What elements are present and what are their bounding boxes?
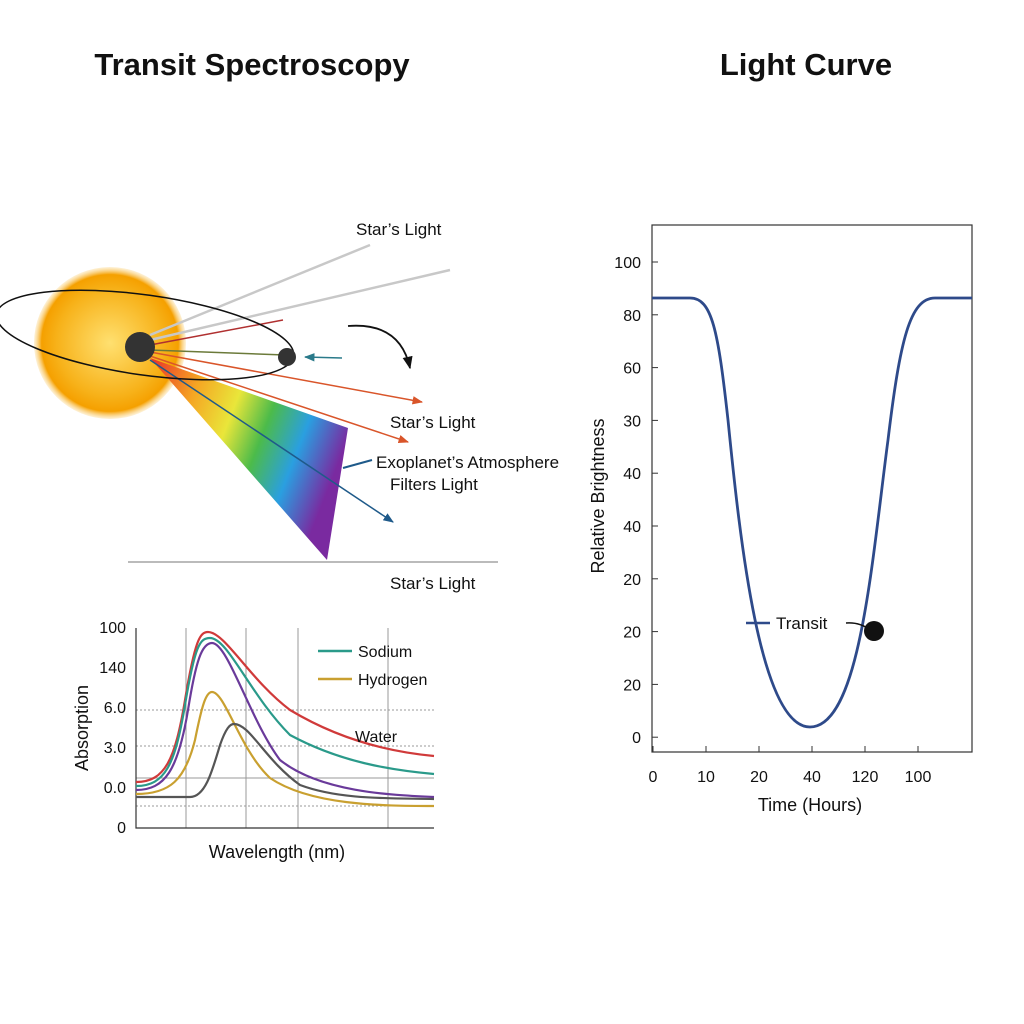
- y-tick-label: 0: [632, 730, 641, 747]
- annotation: Transit: [776, 614, 828, 633]
- curve: [135, 641, 435, 799]
- y-tick-label: 20: [623, 572, 641, 589]
- pointer: [342, 459, 373, 469]
- x-tick-label: 10: [697, 769, 715, 786]
- light-ray: [149, 355, 409, 443]
- y-tick-label: 100: [99, 620, 126, 637]
- legend-label: Hydrogen: [358, 672, 427, 689]
- curve: [136, 722, 435, 801]
- y-axis-label: Absorption: [72, 685, 92, 771]
- y-tick-label: 0.0: [104, 780, 126, 797]
- spectrum-chart: Sodium Hydrogen Water Wavelength (nm) Ab…: [72, 620, 435, 862]
- label: Star’s Light: [390, 574, 476, 593]
- spectrum-prism: [150, 358, 348, 560]
- y-axis-label: Relative Brightness: [588, 418, 608, 573]
- y-tick-label: 30: [623, 413, 641, 430]
- label: Exoplanet’s Atmosphere: [376, 453, 559, 472]
- x-axis-label: Wavelength (nm): [209, 842, 345, 862]
- y-tick-label: 140: [99, 660, 126, 677]
- light-ray: [149, 268, 451, 342]
- y-tick-label: 40: [623, 466, 641, 483]
- y-tick-label: 3.0: [104, 740, 126, 757]
- y-tick-label: 80: [623, 308, 641, 325]
- transit-illustration: Star’s Light Star’s Light Exoplanet’s At…: [0, 220, 559, 593]
- curve: [135, 690, 435, 808]
- x-tick-label: 0: [649, 769, 658, 786]
- y-tick-label: 6.0: [104, 700, 126, 717]
- curve: [135, 630, 435, 784]
- y-tick-label: 40: [623, 519, 641, 536]
- y-tick-label: 20: [623, 677, 641, 694]
- y-tick-label: 0: [117, 820, 126, 837]
- x-axis-label: Time (Hours): [758, 795, 862, 815]
- transit-point: [864, 621, 884, 641]
- diagram-title: Transit Spectroscopy: [94, 47, 410, 82]
- light-ray: [149, 351, 424, 405]
- y-tick-label: 20: [623, 625, 641, 642]
- label: Filters Light: [390, 475, 478, 494]
- x-tick-label: 40: [803, 769, 821, 786]
- y-tick-label: 100: [614, 255, 641, 272]
- star: [34, 267, 186, 419]
- light-curve: [652, 296, 972, 729]
- x-tick-label: 20: [750, 769, 768, 786]
- legend-label: Sodium: [358, 644, 412, 661]
- arrow: [303, 353, 343, 362]
- annotation: Water: [355, 729, 398, 746]
- planet: [125, 332, 155, 362]
- motion-arrow: [347, 324, 413, 370]
- light-curve-title: Light Curve: [720, 47, 892, 82]
- light-ray: [149, 359, 394, 523]
- x-tick-label: 120: [852, 769, 879, 786]
- light-ray: [149, 349, 286, 356]
- light-curve-chart: Transit Time (Hours) Relative Brightness…: [588, 224, 973, 815]
- y-tick-label: 60: [623, 361, 641, 378]
- label: Star’s Light: [390, 413, 476, 432]
- axes: [135, 628, 434, 829]
- planet: [278, 348, 296, 366]
- light-ray: [149, 243, 371, 337]
- curve: [135, 636, 435, 788]
- x-tick-label: 100: [905, 769, 932, 786]
- label: Star’s Light: [356, 220, 442, 239]
